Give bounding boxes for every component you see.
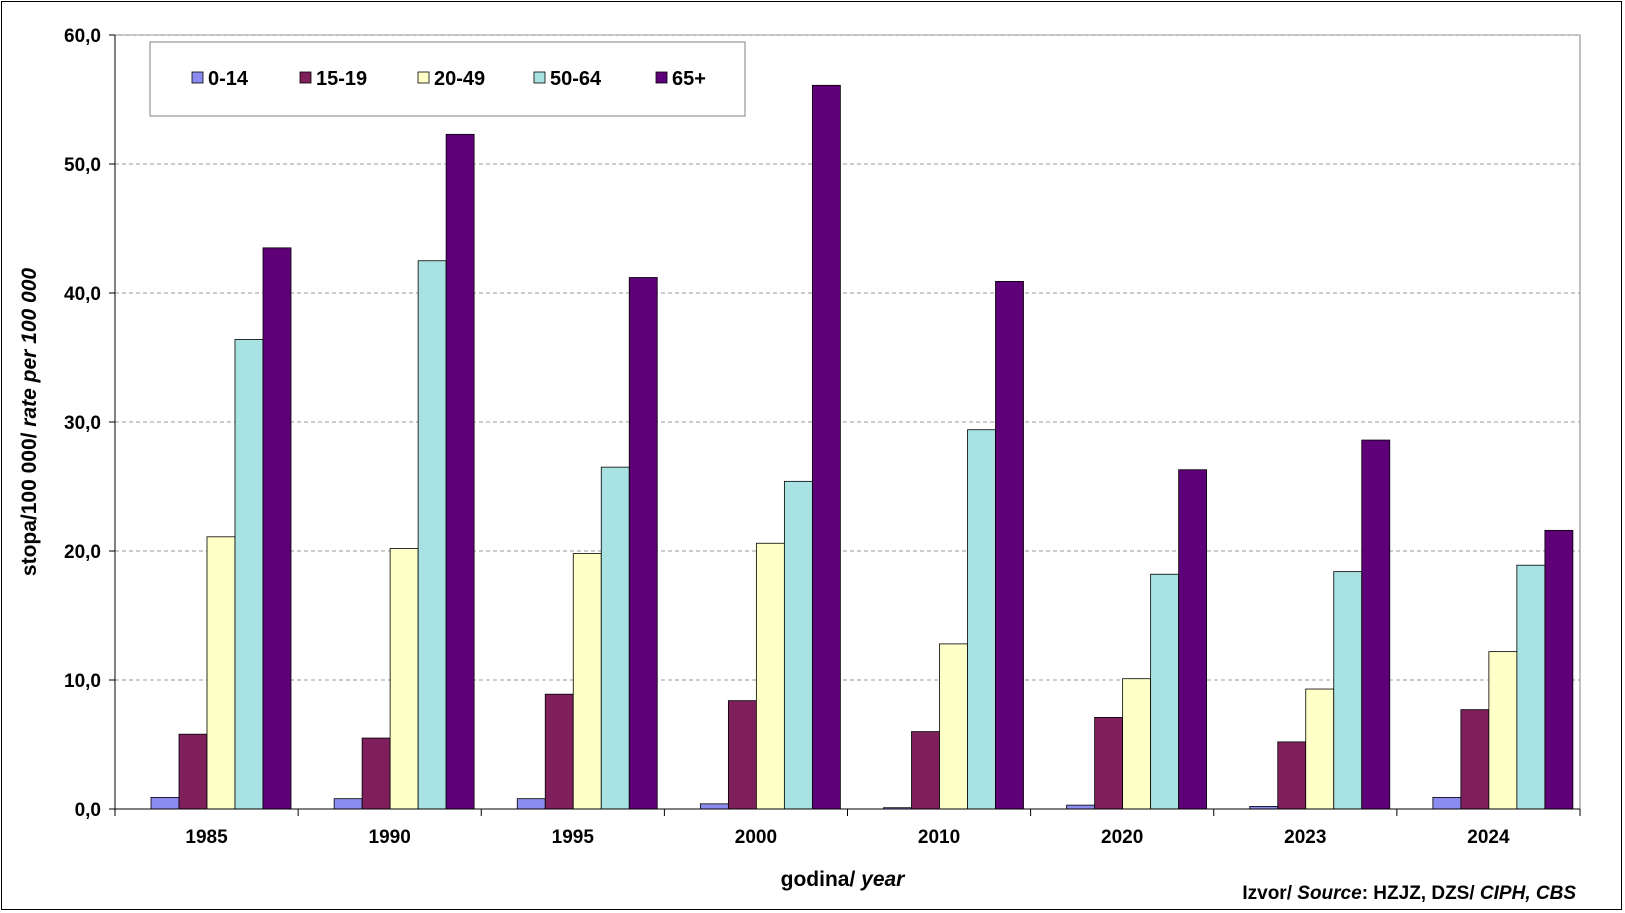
x-axis-title-plain: godina/ xyxy=(781,868,862,891)
source-note: Izvor/ Source: HZJZ, DZS/ CIPH, CBS xyxy=(1242,883,1576,904)
bar-65+-2020 xyxy=(1178,469,1208,810)
x-tick-label: 2023 xyxy=(1284,827,1326,848)
bar-20-49-1985 xyxy=(206,536,236,810)
bar-20-49-1995 xyxy=(572,553,602,810)
bar-50-64-2020 xyxy=(1150,573,1180,810)
x-axis-title: godina/ year xyxy=(781,868,907,891)
bar-0-14-1985 xyxy=(150,796,180,810)
bar-0-14-2020 xyxy=(1066,804,1096,810)
bar-65+-1990 xyxy=(445,133,475,810)
y-tick-label: 20,0 xyxy=(64,542,101,563)
y-axis-title-plain: stopa/100 000/ xyxy=(18,427,41,576)
bar-15-19-2023 xyxy=(1277,741,1307,810)
legend: 0-14 15-19 20-49 50-64 65+ xyxy=(149,41,746,117)
bar-65+-2000 xyxy=(811,84,841,810)
axes xyxy=(109,34,1581,816)
bar-65+-2023 xyxy=(1361,439,1391,810)
bar-15-19-1990 xyxy=(361,737,391,810)
bar-50-64-2000 xyxy=(783,480,813,810)
x-tick-label: 2000 xyxy=(735,827,777,848)
bar-20-49-1990 xyxy=(389,548,419,810)
y-tick-label: 60,0 xyxy=(64,26,101,47)
x-tick-label: 1985 xyxy=(185,827,228,848)
bar-20-49-2023 xyxy=(1305,688,1335,810)
bar-50-64-2024 xyxy=(1516,564,1546,810)
x-tick-labels: 1985 1990 1995 2000 2010 2020 2023 2024 xyxy=(185,827,1510,848)
legend-box xyxy=(149,41,746,117)
bar-0-14-1995 xyxy=(516,798,546,810)
y-axis-title: stopa/100 000/ rate per 100 000 xyxy=(18,268,41,577)
source-orgs-italic: CIPH, CBS xyxy=(1480,883,1576,904)
y-tick-labels: 0,0 10,0 20,0 30,0 40,0 50,0 60,0 xyxy=(64,26,101,821)
y-tick-label: 50,0 xyxy=(64,155,101,176)
bar-50-64-1985 xyxy=(234,339,264,810)
bar-0-14-1990 xyxy=(333,798,363,810)
bar-65+-1985 xyxy=(262,247,292,810)
bar-65+-2010 xyxy=(995,280,1024,810)
bar-50-64-2023 xyxy=(1333,571,1363,810)
legend-label-15-19: 15-19 xyxy=(316,68,367,90)
source-orgs: : HZJZ, DZS/ xyxy=(1362,883,1480,904)
legend-label-0-14: 0-14 xyxy=(208,68,249,90)
y-tick-label: 10,0 xyxy=(64,671,101,692)
y-tick-label: 0,0 xyxy=(75,800,101,821)
bar-15-19-2020 xyxy=(1094,717,1124,810)
bars xyxy=(150,84,1574,810)
legend-swatch-0-14 xyxy=(191,71,204,84)
bar-65+-2024 xyxy=(1544,529,1574,810)
source-label-italic: Source xyxy=(1297,883,1362,904)
bar-20-49-2010 xyxy=(939,643,968,810)
legend-label-20-49: 20-49 xyxy=(434,68,485,90)
legend-swatch-50-64 xyxy=(533,71,546,84)
bar-20-49-2024 xyxy=(1488,651,1518,810)
bar-50-64-1990 xyxy=(417,260,447,810)
legend-label-50-64: 50-64 xyxy=(550,68,602,90)
bar-20-49-2020 xyxy=(1122,678,1152,810)
bar-15-19-1985 xyxy=(178,733,208,810)
bar-15-19-1995 xyxy=(544,693,574,810)
bar-50-64-1995 xyxy=(600,466,630,810)
bar-15-19-2010 xyxy=(911,731,940,810)
x-axis-title-italic: year xyxy=(860,868,906,891)
legend-swatch-20-49 xyxy=(417,71,430,84)
x-tick-label: 1995 xyxy=(552,827,595,848)
x-tick-label: 2020 xyxy=(1101,827,1143,848)
legend-swatch-65+ xyxy=(655,71,668,84)
x-tick-label: 2010 xyxy=(918,827,960,848)
bar-65+-1995 xyxy=(628,277,658,810)
y-axis-title-italic: rate per 100 000 xyxy=(18,268,41,427)
legend-label-65+: 65+ xyxy=(672,68,706,90)
x-tick-label: 1990 xyxy=(369,827,411,848)
source-label: Izvor/ xyxy=(1242,883,1297,904)
legend-swatch-15-19 xyxy=(299,71,312,84)
bar-0-14-2024 xyxy=(1432,796,1462,810)
bar-0-14-2000 xyxy=(699,803,729,810)
bar-20-49-2000 xyxy=(755,542,785,810)
bar-15-19-2024 xyxy=(1460,709,1490,810)
y-tick-label: 30,0 xyxy=(64,413,101,434)
bar-50-64-2010 xyxy=(967,429,996,810)
y-tick-label: 40,0 xyxy=(64,284,101,305)
x-tick-label: 2024 xyxy=(1467,827,1510,848)
bar-15-19-2000 xyxy=(727,700,757,810)
